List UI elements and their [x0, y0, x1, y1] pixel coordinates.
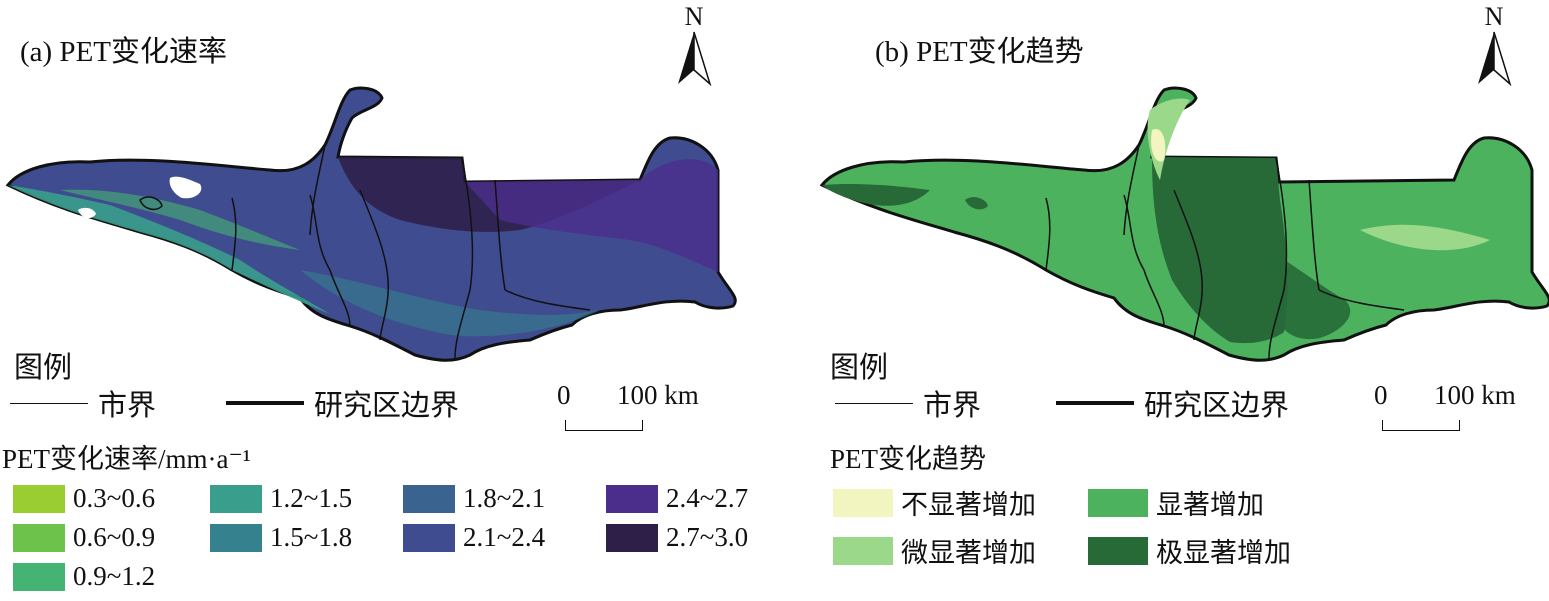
study-boundary-label: 研究区边界 [314, 390, 460, 422]
scale-end: 100 km [1434, 380, 1516, 410]
trend-class-4: 极显著增加 [1088, 531, 1291, 570]
color-swatch [606, 484, 658, 513]
rate-class-2: 0.6~0.9 [13, 522, 155, 553]
north-arrow: N [674, 4, 714, 86]
legend-heading: 图例 [14, 352, 73, 384]
color-swatch [13, 523, 65, 552]
color-swatch [13, 562, 65, 591]
rate-class-5: 1.5~1.8 [210, 522, 352, 553]
rate-class-label: 1.8~2.1 [463, 483, 546, 513]
color-swatch [606, 523, 658, 552]
rate-class-6: 1.8~2.1 [403, 483, 545, 514]
color-swatch [833, 536, 893, 565]
rate-class-label: 1.2~1.5 [270, 483, 353, 513]
trend-class-1: 不显著增加 [833, 483, 1036, 522]
legend-study-boundary: 研究区边界 [226, 382, 459, 424]
color-swatch [833, 488, 893, 517]
trend-class-label: 微显著增加 [901, 538, 1036, 568]
north-arrow-icon [1478, 31, 1512, 86]
pet-rate-map [5, 86, 737, 362]
panel-pet-rate: (a) PET变化速率 N 图例 市界 研究 [0, 0, 774, 601]
pet-trend-map [819, 86, 1549, 362]
north-arrow: N [1474, 4, 1514, 86]
legend-study-boundary: 研究区边界 [1056, 382, 1289, 424]
color-swatch [210, 523, 262, 552]
panel-pet-trend: (b) PET变化趋势 N 图例 市界 研究区边界 [800, 0, 1549, 601]
thick-line-icon [226, 401, 304, 405]
rate-class-label: 2.7~3.0 [666, 522, 749, 552]
rate-class-7: 2.1~2.4 [403, 522, 545, 553]
thick-line-icon [1056, 401, 1134, 405]
scale-end: 100 km [617, 380, 699, 410]
trend-class-label: 显著增加 [1156, 490, 1264, 520]
rate-class-label: 2.4~2.7 [666, 483, 749, 513]
color-swatch [210, 484, 262, 513]
rate-class-1: 0.3~0.6 [13, 483, 155, 514]
trend-class-label: 极显著增加 [1156, 538, 1291, 568]
scale-bar-line [1382, 420, 1460, 431]
panel-title: (a) PET变化速率 [20, 36, 227, 68]
color-swatch [13, 484, 65, 513]
color-swatch [1088, 536, 1148, 565]
rate-class-label: 2.1~2.4 [463, 522, 546, 552]
panel-title: (b) PET变化趋势 [875, 36, 1084, 68]
north-label: N [684, 2, 704, 31]
color-swatch [403, 523, 455, 552]
rate-class-label: 0.9~1.2 [73, 561, 156, 591]
thin-line-icon [835, 402, 913, 404]
trend-legend-title: PET变化趋势 [830, 444, 987, 474]
scale-bar: 0 100 km [557, 380, 717, 440]
color-swatch [1088, 488, 1148, 517]
city-boundary-label: 市界 [98, 390, 157, 422]
color-swatch [403, 484, 455, 513]
scale-bar-line [565, 420, 643, 431]
trend-class-label: 不显著增加 [901, 490, 1036, 520]
study-boundary-label: 研究区边界 [1144, 390, 1290, 422]
scale-zero: 0 [1374, 380, 1388, 410]
rate-class-3: 0.9~1.2 [13, 561, 155, 592]
city-boundary-label: 市界 [923, 390, 982, 422]
scale-zero: 0 [557, 380, 571, 410]
rate-class-4: 1.2~1.5 [210, 483, 352, 514]
north-label: N [1484, 2, 1504, 31]
legend-heading: 图例 [830, 352, 889, 384]
legend-city-boundary: 市界 [835, 382, 981, 424]
rate-class-label: 0.3~0.6 [73, 483, 156, 513]
rate-legend-title: PET变化速率/mm·a⁻¹ [2, 444, 251, 474]
rate-class-label: 0.6~0.9 [73, 522, 156, 552]
trend-class-2: 微显著增加 [833, 531, 1036, 570]
scale-bar: 0 100 km [1374, 380, 1534, 440]
legend-city-boundary: 市界 [10, 382, 156, 424]
rate-class-8: 2.4~2.7 [606, 483, 748, 514]
thin-line-icon [10, 402, 88, 404]
north-arrow-icon [678, 31, 712, 86]
rate-class-9: 2.7~3.0 [606, 522, 748, 553]
trend-class-3: 显著增加 [1088, 483, 1264, 522]
rate-class-label: 1.5~1.8 [270, 522, 353, 552]
